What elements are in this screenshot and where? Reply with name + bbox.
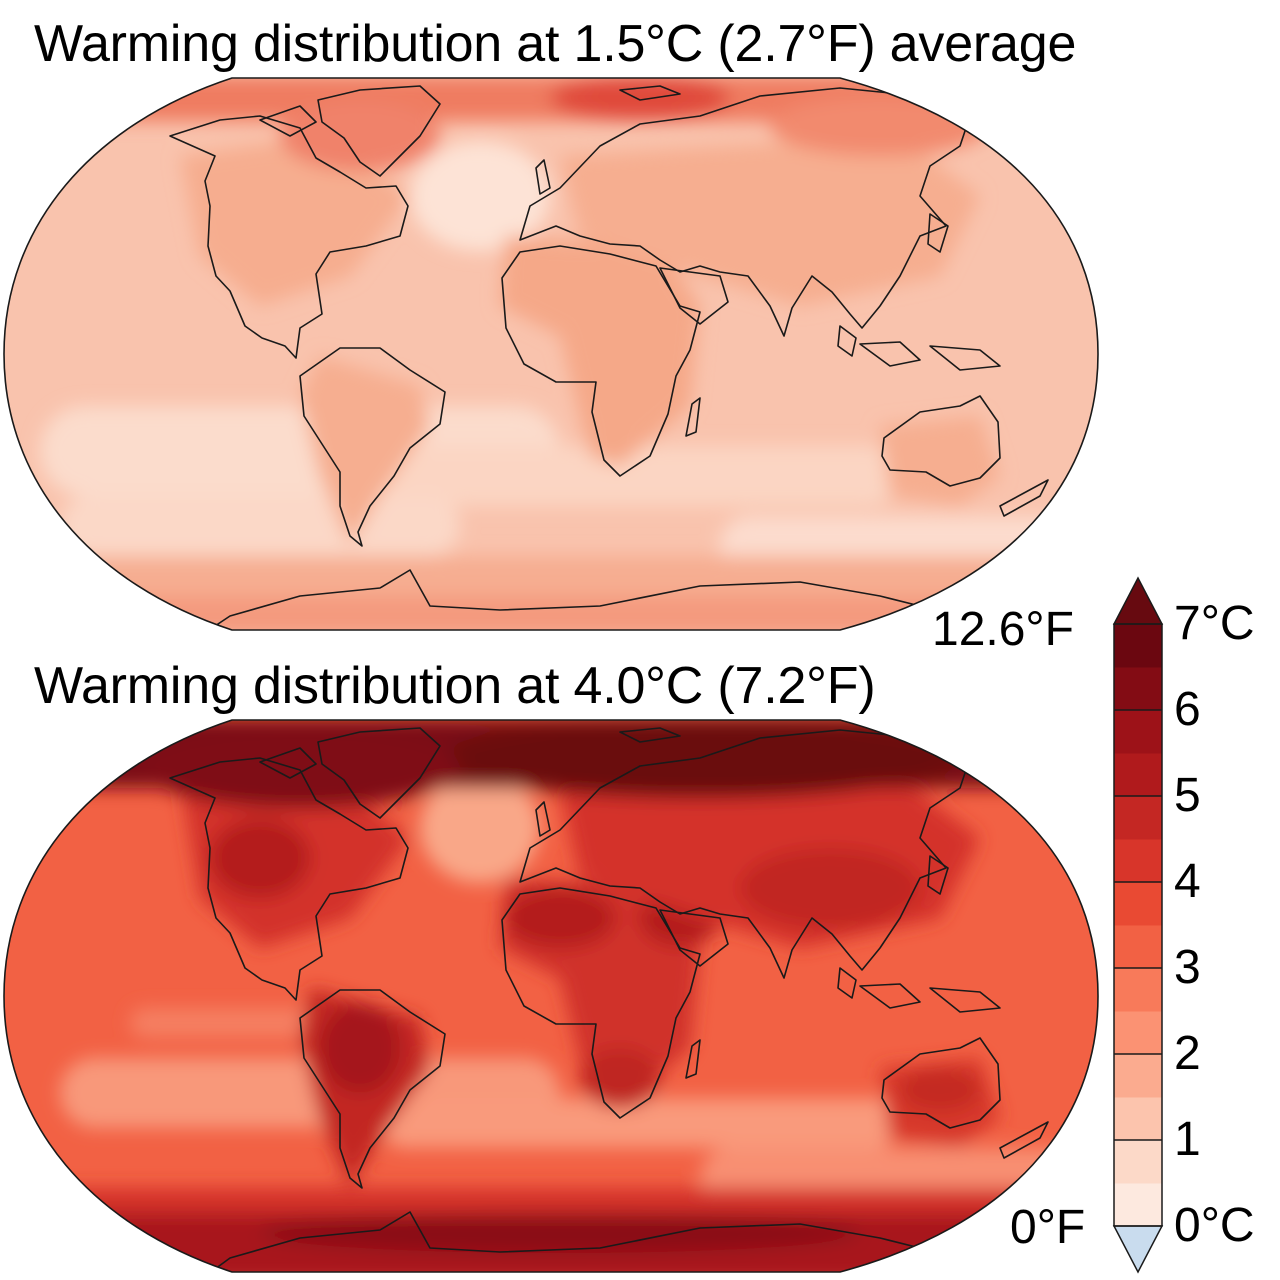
colorbar-band	[1114, 753, 1162, 797]
warming-map-1-5c	[3, 77, 1099, 631]
warming-map-4-0c	[3, 719, 1099, 1273]
colorbar-band	[1114, 968, 1162, 1012]
colorbar-frame	[1113, 623, 1163, 1227]
celsius-tick-label: 5	[1174, 769, 1201, 822]
colorbar-band	[1114, 1140, 1162, 1184]
celsius-tick-label: 7°C	[1174, 597, 1255, 650]
celsius-tick-label: 4	[1174, 855, 1201, 908]
celsius-tick-label: 0°C	[1174, 1199, 1255, 1252]
colorbar-ticks	[1114, 709, 1162, 1141]
colorbar-band	[1114, 710, 1162, 754]
coastlines	[169, 727, 1049, 1272]
colorbar-band	[1114, 925, 1162, 969]
colorbar-extend-low	[1112, 1225, 1164, 1274]
celsius-tick-label: 2	[1174, 1027, 1201, 1080]
celsius-tick-label: 3	[1174, 941, 1201, 994]
colorbar-extend-high	[1112, 576, 1164, 625]
colorbar-band	[1114, 796, 1162, 840]
coastlines	[169, 85, 1049, 630]
colorbar-band	[1114, 1054, 1162, 1098]
celsius-tick-label: 1	[1174, 1113, 1201, 1166]
fahrenheit-bottom-label: 0°F	[1010, 1201, 1086, 1254]
map-1-frame	[3, 77, 1099, 631]
celsius-tick-label: 6	[1174, 683, 1201, 736]
colorbar-band	[1114, 1097, 1162, 1141]
fahrenheit-top-label: 12.6°F	[932, 603, 1074, 656]
colorbar-band	[1114, 882, 1162, 926]
colorbar-band	[1114, 839, 1162, 883]
colorbar	[1112, 576, 1164, 1274]
colorbar-band	[1114, 1183, 1162, 1227]
panel-2-title: Warming distribution at 4.0°C (7.2°F)	[34, 657, 876, 715]
colorbar-band	[1114, 667, 1162, 711]
colorbar-band	[1114, 624, 1162, 668]
colorbar-bands	[1114, 624, 1162, 1227]
panel-1-title: Warming distribution at 1.5°C (2.7°F) av…	[34, 15, 1077, 73]
warming-field	[4, 720, 1098, 1272]
colorbar-band	[1114, 1011, 1162, 1055]
map-2-frame	[3, 719, 1099, 1273]
